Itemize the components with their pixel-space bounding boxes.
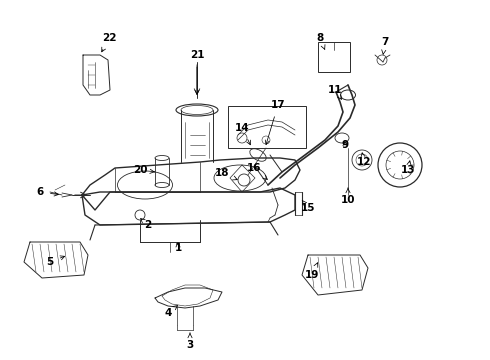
- Text: 5: 5: [47, 256, 65, 267]
- Bar: [318, 42, 350, 72]
- Text: 1: 1: [174, 243, 182, 253]
- Text: 22: 22: [102, 33, 116, 52]
- Text: 7: 7: [381, 37, 389, 54]
- Text: 3: 3: [186, 333, 194, 350]
- Text: 21: 21: [190, 50, 204, 94]
- Text: 16: 16: [247, 163, 268, 179]
- Text: 11: 11: [328, 85, 342, 99]
- Text: 10: 10: [341, 188, 355, 205]
- Text: 19: 19: [305, 263, 319, 280]
- Bar: [228, 106, 306, 148]
- Text: 8: 8: [317, 33, 325, 50]
- Text: 18: 18: [215, 168, 237, 180]
- Text: 12: 12: [357, 153, 371, 167]
- Text: 15: 15: [301, 200, 315, 213]
- Text: 20: 20: [133, 165, 154, 175]
- Text: 6: 6: [36, 187, 58, 197]
- Text: 14: 14: [235, 123, 250, 145]
- Text: 13: 13: [401, 161, 415, 175]
- Text: 17: 17: [265, 100, 285, 144]
- Text: 9: 9: [342, 140, 348, 150]
- Text: 2: 2: [141, 219, 151, 230]
- Text: 4: 4: [164, 305, 178, 318]
